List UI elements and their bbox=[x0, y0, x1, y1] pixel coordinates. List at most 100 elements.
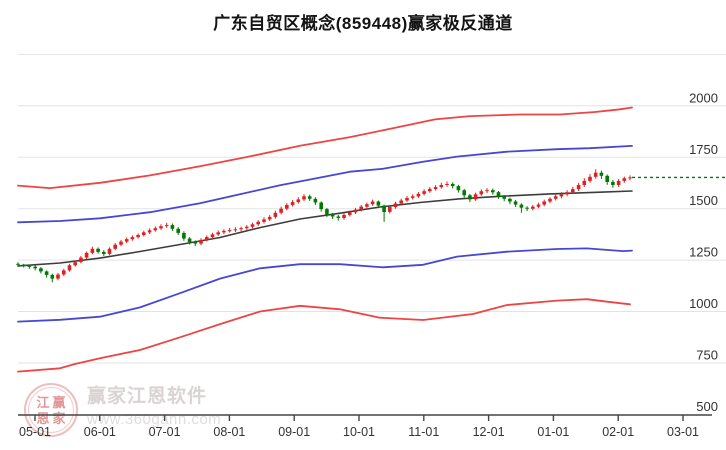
y-axis-label: 2000 bbox=[689, 90, 718, 105]
y-axis-label: 1000 bbox=[689, 296, 718, 311]
candle-body bbox=[445, 184, 449, 185]
candle-body bbox=[491, 190, 495, 193]
watermark-brand: 赢家江恩软件 bbox=[87, 386, 208, 407]
candle-body bbox=[319, 202, 323, 210]
y-axis-label: 500 bbox=[696, 399, 718, 414]
candle-body bbox=[565, 192, 569, 195]
candle-body bbox=[353, 209, 358, 213]
candle-body bbox=[399, 200, 403, 204]
candle-body bbox=[90, 248, 95, 253]
x-axis-label: 11-01 bbox=[408, 425, 439, 439]
candle-body bbox=[130, 237, 135, 240]
candle-body bbox=[199, 239, 203, 244]
candle-body bbox=[245, 226, 249, 229]
candle-body bbox=[622, 178, 627, 181]
upper-outer-line bbox=[17, 106, 633, 190]
candle-body bbox=[508, 198, 512, 202]
candle-body bbox=[553, 196, 558, 199]
candle-body bbox=[124, 239, 129, 242]
candle-body bbox=[262, 219, 266, 222]
y-axis-label: 750 bbox=[696, 348, 718, 363]
candle-body bbox=[182, 233, 186, 239]
candle-body bbox=[39, 268, 43, 272]
candle-body bbox=[519, 204, 524, 208]
candle-body bbox=[531, 206, 535, 209]
candle-body bbox=[359, 206, 363, 210]
candle-body bbox=[142, 232, 146, 235]
candle-body bbox=[102, 251, 106, 254]
candle-body bbox=[170, 225, 175, 229]
candle-body bbox=[256, 221, 260, 225]
y-axis-label: 1750 bbox=[689, 142, 718, 157]
candle-body bbox=[588, 176, 592, 181]
candle-body bbox=[388, 207, 392, 212]
candle-body bbox=[542, 201, 546, 205]
candle-body bbox=[571, 189, 575, 193]
candle-body bbox=[393, 203, 398, 207]
candle-body bbox=[576, 185, 581, 190]
candle-body bbox=[50, 274, 55, 279]
candle-body bbox=[479, 191, 484, 195]
candle-body bbox=[307, 196, 312, 199]
candle-body bbox=[222, 230, 226, 233]
candle-body bbox=[273, 212, 278, 217]
candle-body bbox=[342, 214, 346, 218]
candle-body bbox=[84, 252, 89, 258]
candle-body bbox=[502, 196, 506, 199]
candle-body bbox=[496, 192, 501, 197]
candle-body bbox=[187, 238, 192, 242]
candle-body bbox=[376, 201, 381, 206]
candle-body bbox=[582, 180, 587, 185]
candle-body bbox=[33, 266, 37, 269]
candle-body bbox=[164, 225, 169, 227]
candle-body bbox=[233, 229, 238, 231]
x-axis-label: 10-01 bbox=[343, 425, 375, 439]
candle-body bbox=[44, 271, 49, 275]
y-axis-label: 1500 bbox=[689, 193, 718, 208]
candle-body bbox=[365, 204, 369, 207]
candle-body bbox=[67, 265, 72, 271]
x-axis-label: 09-01 bbox=[278, 425, 310, 439]
candle-body bbox=[216, 232, 220, 235]
candle-body bbox=[73, 262, 77, 266]
candle-body bbox=[153, 228, 158, 231]
candle-body bbox=[536, 204, 541, 207]
candle-body bbox=[113, 244, 117, 249]
candle-body bbox=[348, 212, 352, 215]
candle-body bbox=[176, 228, 180, 233]
candle-body bbox=[439, 185, 444, 188]
candle-body bbox=[485, 190, 489, 192]
x-axis-label: 01-01 bbox=[537, 425, 569, 439]
candle-body bbox=[285, 205, 289, 209]
candle-body bbox=[147, 230, 152, 233]
candle-body bbox=[616, 180, 621, 185]
candle-body bbox=[16, 263, 20, 265]
candle-body bbox=[450, 184, 455, 187]
middle-line bbox=[17, 190, 633, 267]
candle-body bbox=[21, 264, 26, 266]
candle-body bbox=[416, 193, 421, 197]
candle-body bbox=[559, 194, 564, 197]
candle-body bbox=[513, 201, 518, 205]
candle-body bbox=[548, 198, 552, 202]
candle-body bbox=[119, 241, 123, 245]
x-axis-label: 08-01 bbox=[213, 425, 245, 439]
candle-body bbox=[227, 230, 232, 232]
candle-body bbox=[239, 228, 243, 230]
candle-body bbox=[605, 175, 609, 182]
x-axis-label: 05-01 bbox=[19, 425, 51, 439]
x-axis-label: 02-01 bbox=[602, 425, 634, 439]
candle-body bbox=[250, 224, 255, 227]
candle-body bbox=[525, 207, 529, 209]
candle-body bbox=[428, 188, 432, 192]
y-axis-label: 1250 bbox=[689, 245, 718, 260]
candle-body bbox=[56, 274, 60, 279]
candle-body bbox=[27, 265, 32, 267]
candle-body bbox=[267, 216, 272, 220]
candle-body bbox=[462, 190, 466, 196]
candle-body bbox=[422, 191, 426, 194]
candles-series bbox=[16, 169, 632, 283]
candle-body bbox=[79, 257, 83, 263]
